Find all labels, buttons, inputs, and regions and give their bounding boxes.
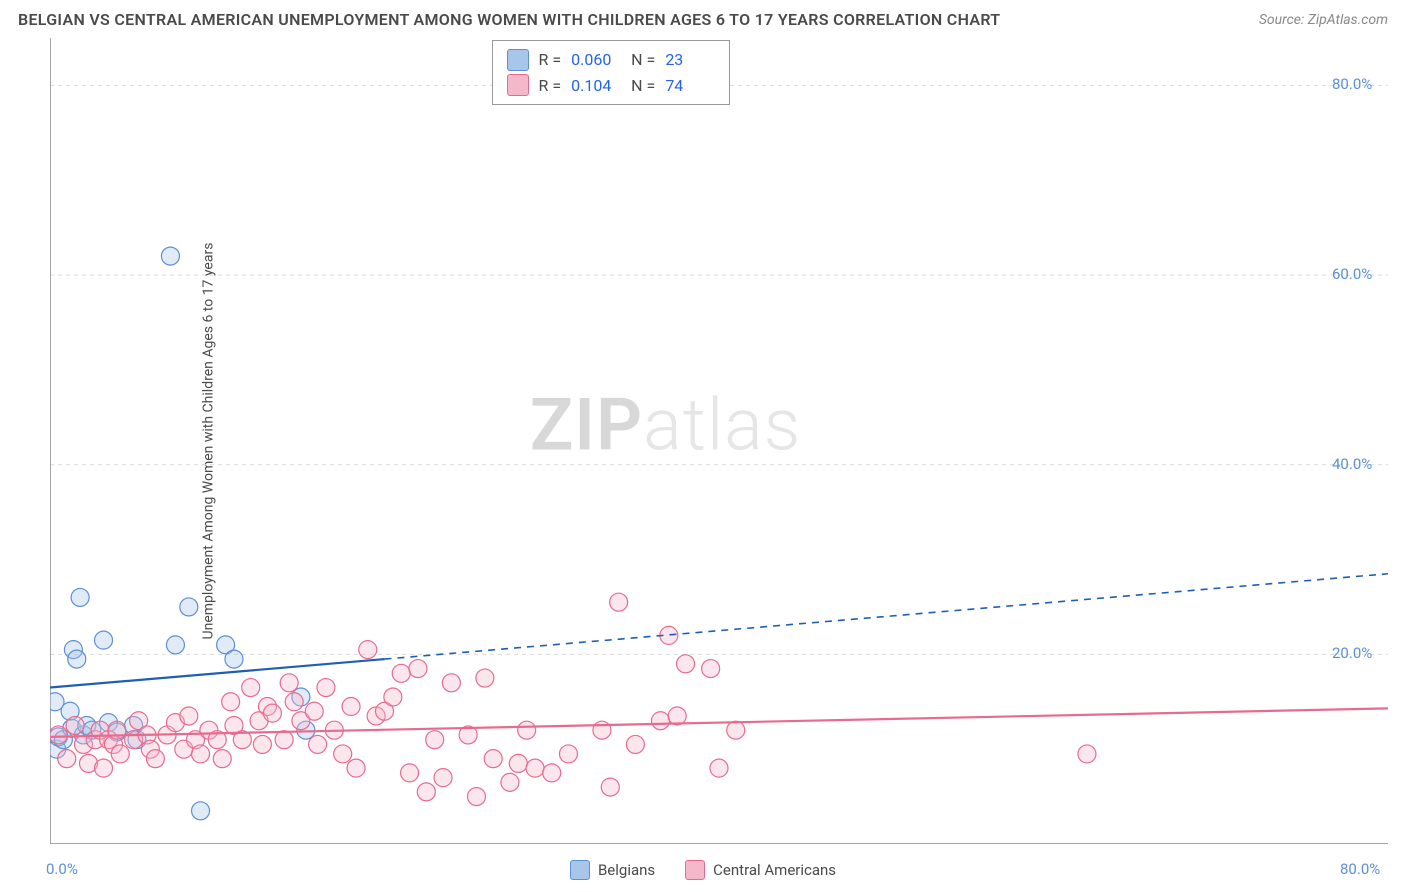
- data-point: [66, 716, 84, 734]
- stat-r-label: R =: [539, 73, 562, 99]
- y-tick-label: 40.0%: [1332, 455, 1372, 473]
- stat-n-label: N =: [631, 47, 655, 73]
- legend-bottom: Belgians Central Americans: [0, 860, 1406, 880]
- legend-swatch: [685, 860, 705, 880]
- y-tick-label: 60.0%: [1332, 265, 1372, 283]
- data-point: [417, 783, 435, 801]
- data-point: [434, 769, 452, 787]
- data-point: [263, 704, 281, 722]
- data-point: [58, 750, 76, 768]
- stat-n-value: 74: [665, 73, 715, 99]
- data-point: [467, 788, 485, 806]
- legend-stats: R = 0.060 N = 23 R = 0.104 N = 74: [492, 40, 731, 105]
- data-point: [1078, 745, 1096, 763]
- data-point: [71, 588, 89, 606]
- data-point: [213, 750, 231, 768]
- data-point: [426, 731, 444, 749]
- data-point: [305, 702, 323, 720]
- data-point: [95, 759, 113, 777]
- stat-n-label: N =: [631, 73, 655, 99]
- data-point: [334, 745, 352, 763]
- data-point: [543, 764, 561, 782]
- y-tick-label: 80.0%: [1332, 75, 1372, 93]
- data-point: [342, 698, 360, 716]
- data-point: [526, 759, 544, 777]
- data-point: [309, 735, 327, 753]
- legend-label: Central Americans: [713, 861, 836, 879]
- data-point: [285, 693, 303, 711]
- data-point: [442, 674, 460, 692]
- data-point: [68, 650, 86, 668]
- data-point: [626, 735, 644, 753]
- data-point: [161, 247, 179, 265]
- data-point: [601, 778, 619, 796]
- data-point: [384, 688, 402, 706]
- data-point: [192, 802, 210, 820]
- data-point: [484, 750, 502, 768]
- stat-n-value: 23: [665, 47, 715, 73]
- stat-r-value: 0.104: [571, 73, 621, 99]
- data-point: [146, 750, 164, 768]
- data-point: [280, 674, 298, 692]
- data-point: [166, 636, 184, 654]
- x-tick-label: 80.0%: [1340, 860, 1380, 878]
- data-point: [242, 679, 260, 697]
- stat-r-value: 0.060: [571, 47, 621, 73]
- data-point: [702, 660, 720, 678]
- header: BELGIAN VS CENTRAL AMERICAN UNEMPLOYMENT…: [18, 10, 1388, 29]
- data-point: [111, 745, 129, 763]
- data-point: [347, 759, 365, 777]
- data-point: [727, 721, 745, 739]
- trend-line-extrap: [385, 574, 1389, 659]
- data-point: [651, 712, 669, 730]
- stat-r-label: R =: [539, 47, 562, 73]
- data-point: [392, 664, 410, 682]
- data-point: [317, 679, 335, 697]
- data-point: [610, 593, 628, 611]
- chart-title: BELGIAN VS CENTRAL AMERICAN UNEMPLOYMENT…: [18, 10, 1000, 29]
- data-point: [180, 598, 198, 616]
- chart-area: Unemployment Among Women with Children A…: [50, 38, 1388, 844]
- data-point: [501, 773, 519, 791]
- legend-label: Belgians: [598, 861, 655, 879]
- data-point: [401, 764, 419, 782]
- data-point: [275, 731, 293, 749]
- legend-item: Belgians: [570, 860, 655, 880]
- data-point: [409, 660, 427, 678]
- data-point: [192, 745, 210, 763]
- source-label: Source: ZipAtlas.com: [1259, 12, 1388, 28]
- data-point: [50, 726, 67, 744]
- legend-swatch: [507, 74, 529, 96]
- data-point: [225, 650, 243, 668]
- data-point: [509, 754, 527, 772]
- legend-stats-row: R = 0.060 N = 23: [507, 47, 716, 73]
- data-point: [222, 693, 240, 711]
- data-point: [180, 707, 198, 725]
- data-point: [476, 669, 494, 687]
- data-point: [677, 655, 695, 673]
- data-point: [710, 759, 728, 777]
- data-point: [359, 641, 377, 659]
- legend-swatch: [507, 49, 529, 71]
- data-point: [518, 721, 536, 739]
- scatter-plot: [50, 38, 1388, 844]
- data-point: [95, 631, 113, 649]
- y-tick-label: 20.0%: [1332, 644, 1372, 662]
- legend-item: Central Americans: [685, 860, 836, 880]
- legend-stats-row: R = 0.104 N = 74: [507, 73, 716, 99]
- legend-swatch: [570, 860, 590, 880]
- x-tick-label: 0.0%: [46, 860, 78, 878]
- data-point: [559, 745, 577, 763]
- data-point: [253, 735, 271, 753]
